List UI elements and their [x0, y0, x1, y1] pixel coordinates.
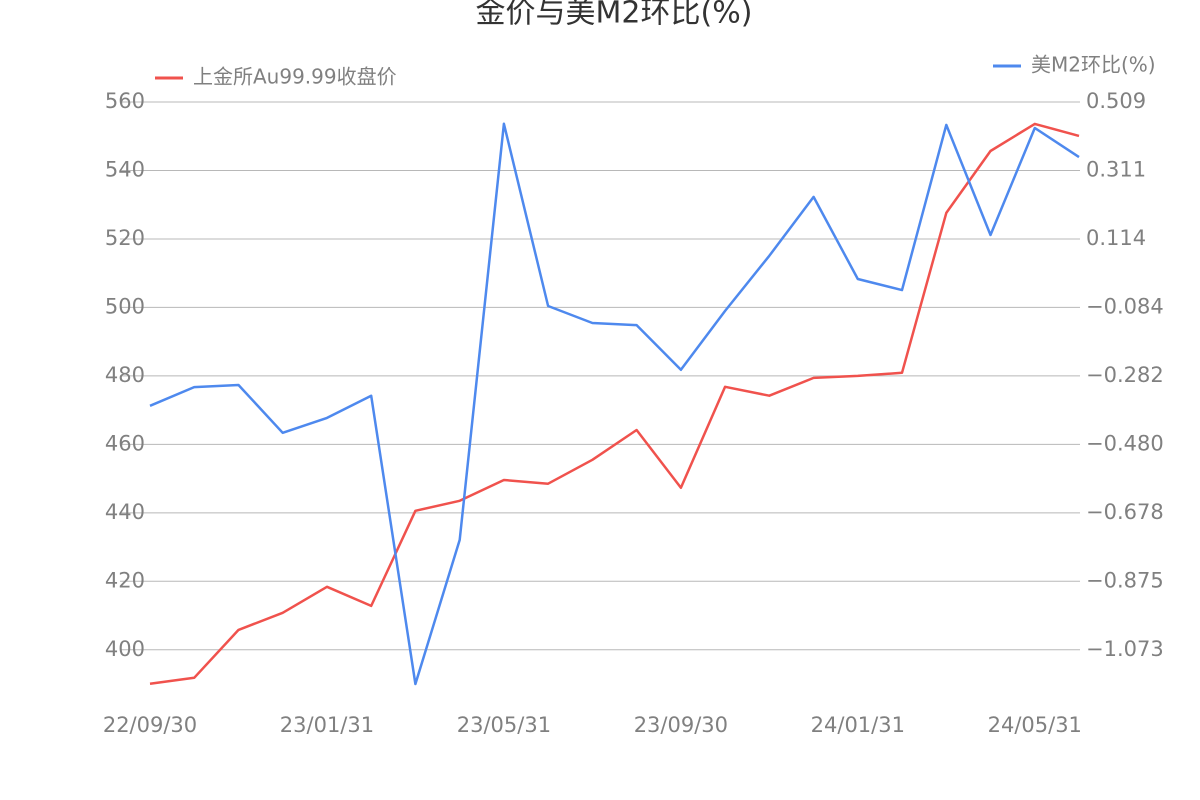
y-tick-label: 460 — [105, 431, 145, 455]
y-tick-label: 480 — [105, 363, 145, 387]
y-tick-label: 420 — [105, 568, 145, 592]
y-tick-label: 520 — [105, 226, 145, 250]
y2-tick-label: −0.282 — [1086, 363, 1164, 387]
y2-tick-label: −1.073 — [1086, 637, 1164, 661]
x-tick-label: 23/01/31 — [280, 713, 374, 737]
x-tick-label: 22/09/30 — [103, 713, 197, 737]
series-line — [149, 122, 1080, 685]
series-line — [149, 122, 1080, 686]
x-tick-label: 23/05/31 — [457, 713, 551, 737]
y-tick-label: 540 — [105, 157, 145, 181]
x-tick-label: 24/05/31 — [988, 713, 1082, 737]
y2-tick-label: −0.875 — [1086, 568, 1164, 592]
y2-tick-label: 0.311 — [1086, 158, 1146, 182]
y2-tick-label: 0.509 — [1086, 89, 1146, 113]
x-tick-label: 24/01/31 — [811, 713, 905, 737]
y2-tick-label: −0.084 — [1086, 294, 1164, 318]
legend-label: 上金所Au99.99收盘价 — [193, 65, 397, 89]
y-tick-label: 440 — [105, 500, 145, 524]
y2-tick-label: −0.678 — [1086, 500, 1164, 524]
y2-tick-label: 0.114 — [1086, 226, 1146, 250]
chart-title: 金价与美M2环比(%) — [476, 0, 753, 31]
legend-label: 美M2环比(%) — [1031, 53, 1156, 77]
y-tick-label: 500 — [105, 294, 145, 318]
y-tick-label: 560 — [105, 89, 145, 113]
y2-tick-label: −0.480 — [1086, 432, 1164, 456]
x-tick-label: 23/09/30 — [634, 713, 728, 737]
y-tick-label: 400 — [105, 637, 145, 661]
